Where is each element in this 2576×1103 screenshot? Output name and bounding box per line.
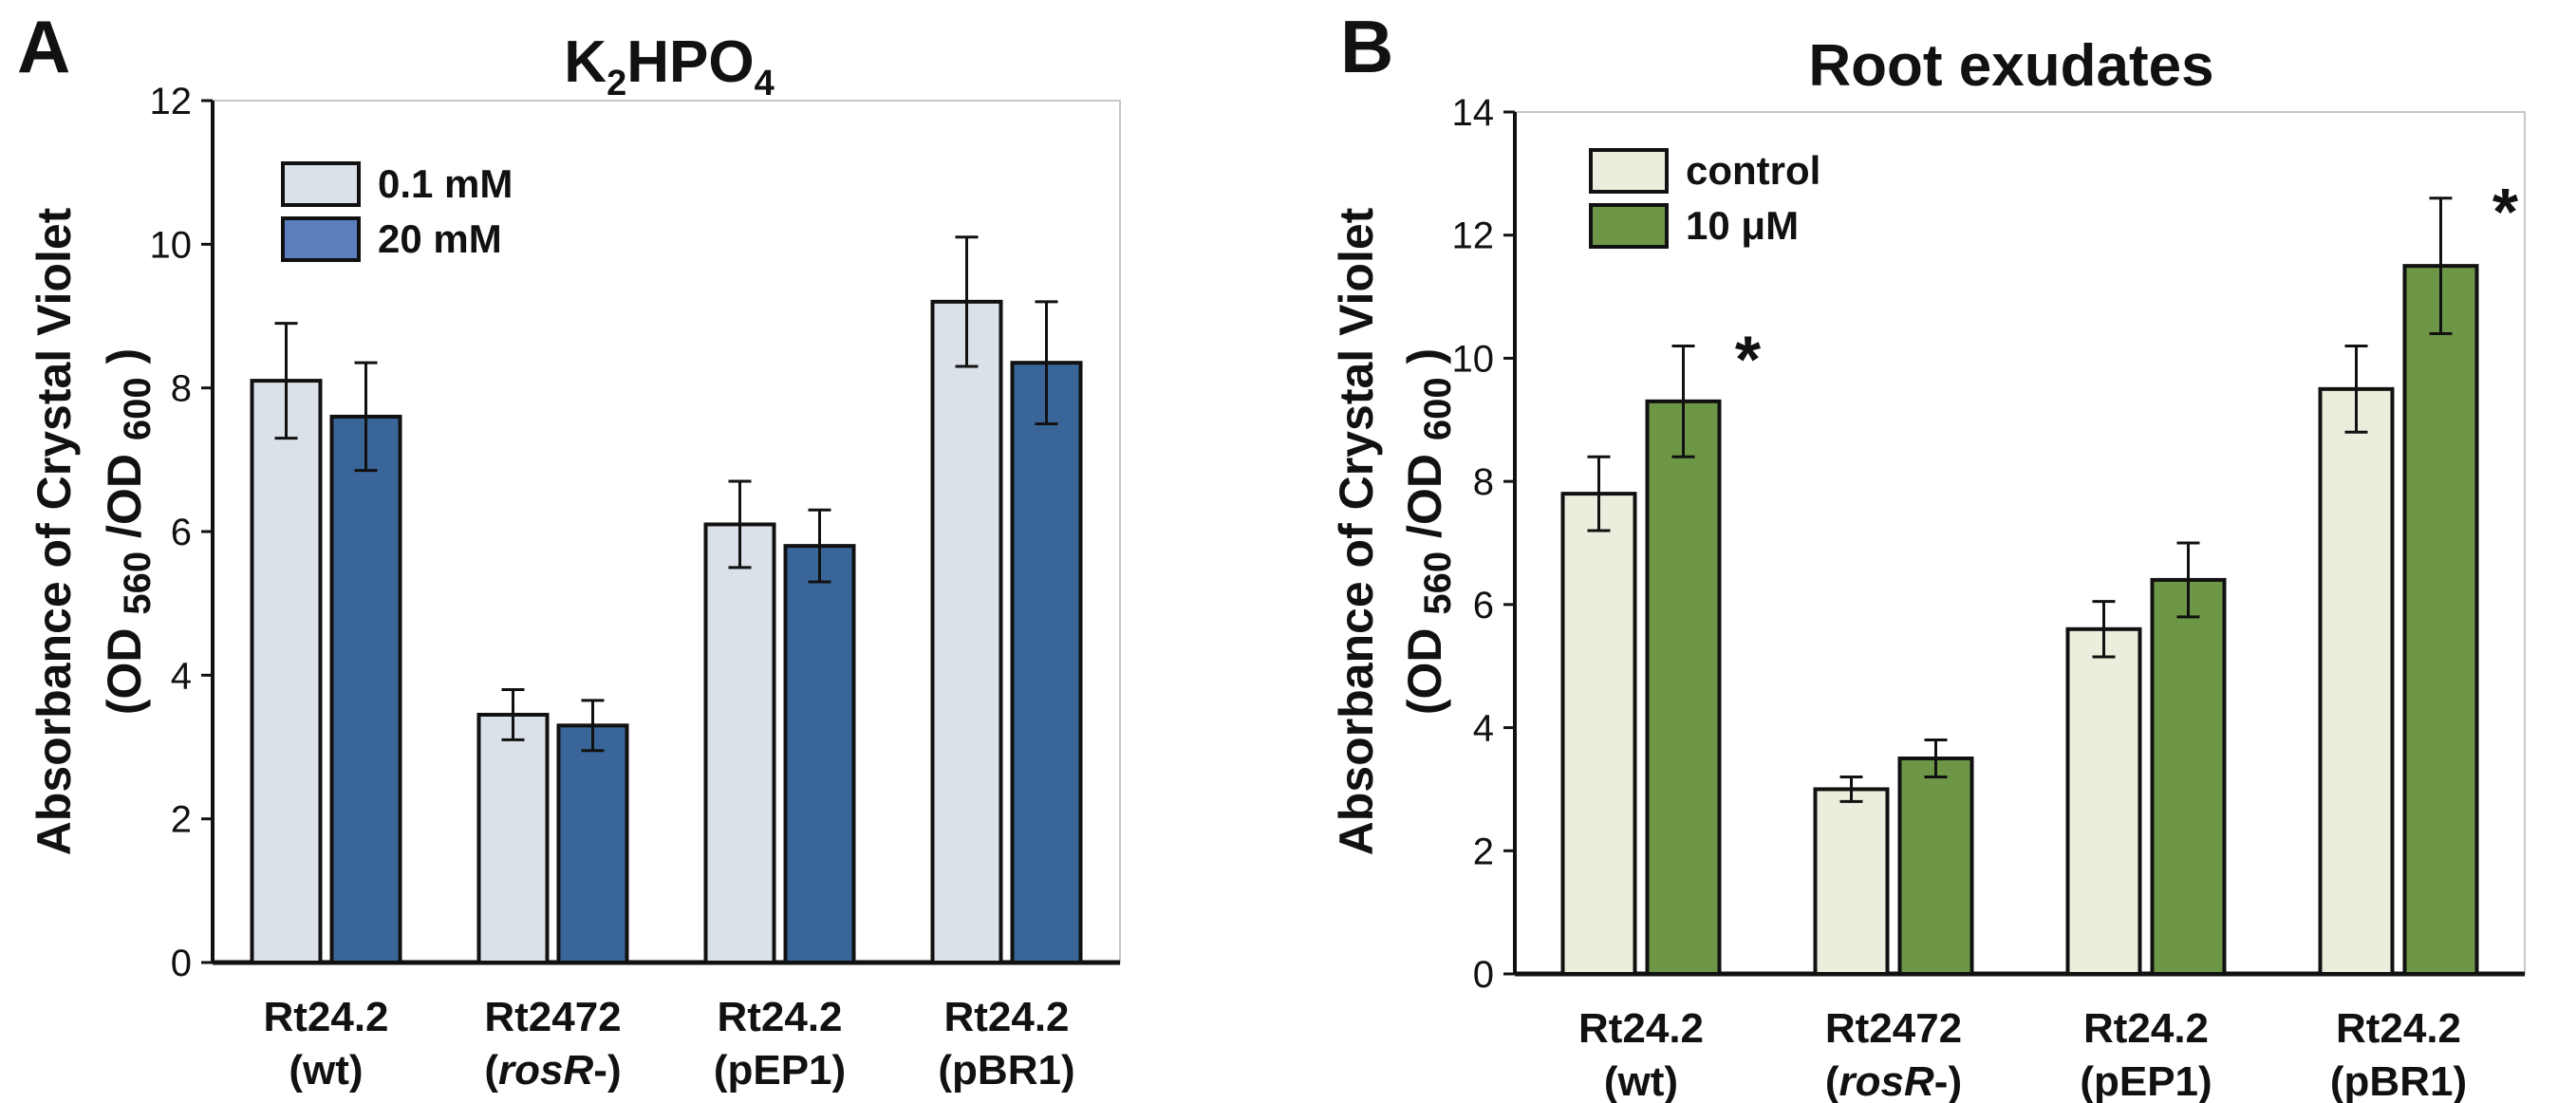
category-label: Rt24.2 bbox=[2336, 1005, 2461, 1052]
bar-series2 bbox=[1645, 399, 1722, 977]
category-sublabel: (wt) bbox=[289, 1047, 363, 1094]
legend-label: 10 μM bbox=[1686, 203, 1799, 248]
significance-star: * bbox=[2492, 175, 2519, 249]
chart-title: K2HPO4 bbox=[564, 29, 774, 103]
legend-swatch bbox=[1589, 203, 1669, 249]
y-tick-label: 12 bbox=[150, 81, 193, 122]
bar-series2 bbox=[329, 414, 402, 964]
category-sublabel-italic: rosR bbox=[1839, 1058, 1934, 1103]
bar-series1 bbox=[1560, 492, 1637, 976]
ylabel-subscript: 560 bbox=[1417, 552, 1459, 615]
ylabel-part: (OD bbox=[98, 615, 151, 716]
bar-series2 bbox=[556, 723, 629, 964]
y-tick-label: 4 bbox=[171, 655, 192, 697]
y-tick-label: 8 bbox=[1473, 461, 1494, 503]
legend-label: 0.1 mM bbox=[378, 161, 513, 206]
title-subscript: 2 bbox=[607, 64, 626, 103]
ylabel-subscript: 560 bbox=[117, 552, 159, 615]
bar-series2 bbox=[2402, 264, 2479, 976]
category-sublabel-italic: rosR bbox=[498, 1047, 593, 1094]
bar-series1 bbox=[476, 712, 550, 964]
y-axis-label-units: (OD 560 /OD 600 ) bbox=[98, 348, 159, 715]
bar-series1 bbox=[703, 522, 776, 965]
category-label: Rt24.2 bbox=[943, 994, 1069, 1040]
ylabel-part: ) bbox=[1398, 348, 1451, 378]
y-tick-label: 2 bbox=[171, 799, 192, 841]
category-sublabel-part: ( bbox=[484, 1047, 498, 1094]
category-label: Rt2472 bbox=[484, 994, 621, 1040]
y-tick-label: 4 bbox=[1473, 708, 1494, 750]
y-tick-label: 14 bbox=[1452, 92, 1495, 134]
legend-swatch bbox=[281, 161, 361, 207]
y-tick-label: 6 bbox=[171, 512, 192, 553]
title-part: K bbox=[564, 29, 607, 95]
ylabel-subscript: 600 bbox=[117, 377, 159, 440]
y-tick-label: 0 bbox=[1473, 954, 1494, 996]
category-sublabel-part: ( bbox=[1825, 1058, 1839, 1103]
ylabel-part: /OD bbox=[98, 440, 151, 552]
category-sublabel: (pBR1) bbox=[2330, 1058, 2467, 1103]
legend-label: 20 mM bbox=[378, 216, 502, 261]
y-tick-label: 6 bbox=[1473, 585, 1494, 626]
category-sublabel: (wt) bbox=[1604, 1058, 1678, 1103]
category-sublabel-part: -) bbox=[593, 1047, 621, 1094]
category-sublabel: (pBR1) bbox=[938, 1047, 1074, 1094]
y-axis-label: Absorbance of Crystal Violet bbox=[1330, 207, 1383, 855]
bar-series1 bbox=[2318, 386, 2395, 977]
category-sublabel: (pEP1) bbox=[714, 1047, 846, 1094]
ylabel-part: /OD bbox=[1398, 440, 1451, 552]
legend-swatch bbox=[1589, 148, 1669, 194]
category-sublabel-part: -) bbox=[1934, 1058, 1962, 1103]
y-axis-label: Absorbance of Crystal Violet bbox=[28, 207, 81, 855]
bar-series1 bbox=[930, 299, 1003, 965]
category-sublabel: (rosR-) bbox=[1825, 1058, 1962, 1103]
title-part: HPO bbox=[626, 29, 754, 95]
bar-series2 bbox=[1897, 757, 1974, 976]
bar-series1 bbox=[1813, 787, 1890, 977]
bar-series1 bbox=[2065, 626, 2142, 976]
legend-label: control bbox=[1686, 148, 1820, 193]
title-subscript: 4 bbox=[755, 64, 775, 103]
y-tick-label: 2 bbox=[1473, 831, 1494, 872]
category-label: Rt24.2 bbox=[1578, 1005, 1704, 1052]
chart-title: Root exudates bbox=[1808, 33, 2213, 99]
category-label: Rt24.2 bbox=[263, 994, 388, 1040]
chart-panel-b: B Root exudates 0 2 4 6 8 10 12 14 Absorbance of C… bbox=[1330, 5, 2526, 1103]
y-tick-label: 12 bbox=[1452, 215, 1495, 257]
y-tick-label: 8 bbox=[171, 368, 192, 410]
ylabel-subscript: 600 bbox=[1417, 377, 1459, 440]
y-tick-label: 0 bbox=[171, 943, 192, 984]
bar-series1 bbox=[250, 379, 323, 965]
category-label: Rt24.2 bbox=[2083, 1005, 2209, 1052]
category-label: Rt2472 bbox=[1825, 1005, 1962, 1052]
category-label: Rt24.2 bbox=[717, 994, 842, 1040]
panel-letter: B bbox=[1340, 5, 1393, 88]
ylabel-part: (OD bbox=[1398, 615, 1451, 716]
category-sublabel: (pEP1) bbox=[2080, 1058, 2212, 1103]
bar-series2 bbox=[783, 544, 856, 965]
ylabel-part: ) bbox=[98, 348, 151, 378]
y-axis-label-units: (OD 560 /OD 600 ) bbox=[1398, 348, 1459, 715]
panel-letter: A bbox=[17, 5, 70, 88]
legend-swatch bbox=[281, 216, 361, 262]
y-tick-label: 10 bbox=[150, 224, 193, 266]
significance-star: * bbox=[1735, 322, 1762, 396]
y-tick-label: 10 bbox=[1452, 338, 1495, 380]
bar-series2 bbox=[2150, 577, 2227, 977]
category-sublabel: (rosR-) bbox=[484, 1047, 621, 1094]
bar-series2 bbox=[1010, 361, 1083, 964]
